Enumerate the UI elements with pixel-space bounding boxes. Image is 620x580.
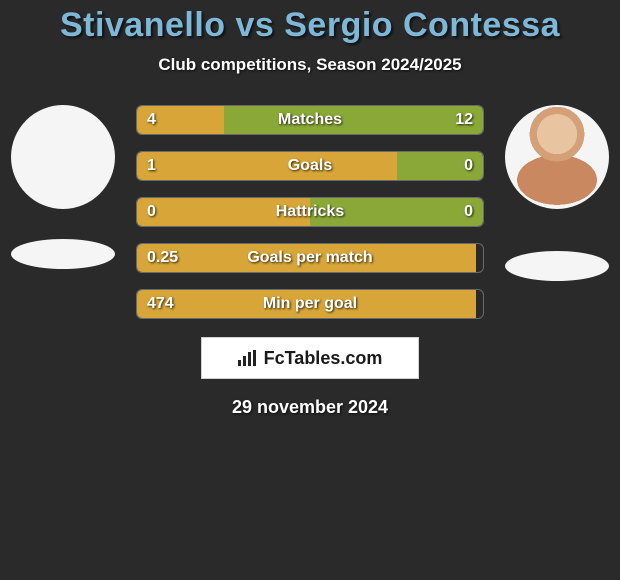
stat-fill-right <box>397 152 484 180</box>
comparison-body: 412Matches 10Goals 00Hattricks 0.25Goals pe… <box>0 105 620 319</box>
right-player-avatar <box>505 105 609 209</box>
right-player-name-oval <box>505 251 609 281</box>
stat-bar: 10Goals <box>136 151 484 181</box>
brand-text: FcTables.com <box>264 348 383 369</box>
stat-bars: 412Matches 10Goals 00Hattricks 0.25Goals pe… <box>136 105 484 319</box>
stat-bar: 412Matches <box>136 105 484 135</box>
left-player-avatar <box>11 105 115 209</box>
stat-bar: 0.25Goals per match <box>136 243 484 273</box>
stat-bar: 00Hattricks <box>136 197 484 227</box>
stat-fill-right <box>224 106 484 134</box>
stat-bar: 474Min per goal <box>136 289 484 319</box>
subtitle: Club competitions, Season 2024/2025 <box>0 55 620 75</box>
right-player-col <box>502 105 612 281</box>
date-text: 29 november 2024 <box>0 397 620 418</box>
brand-badge: FcTables.com <box>201 337 419 379</box>
left-player-name-oval <box>11 239 115 269</box>
left-player-col <box>8 105 118 269</box>
stat-fill-left <box>137 290 476 318</box>
stat-fill-left <box>137 244 476 272</box>
page-title: Stivanello vs Sergio Contessa <box>0 6 620 45</box>
bar-chart-icon <box>238 350 258 366</box>
stat-fill-left <box>137 152 397 180</box>
stat-fill-left <box>137 106 224 134</box>
stat-fill-right <box>310 198 483 226</box>
comparison-card: Stivanello vs Sergio Contessa Club compe… <box>0 0 620 418</box>
stat-fill-left <box>137 198 310 226</box>
